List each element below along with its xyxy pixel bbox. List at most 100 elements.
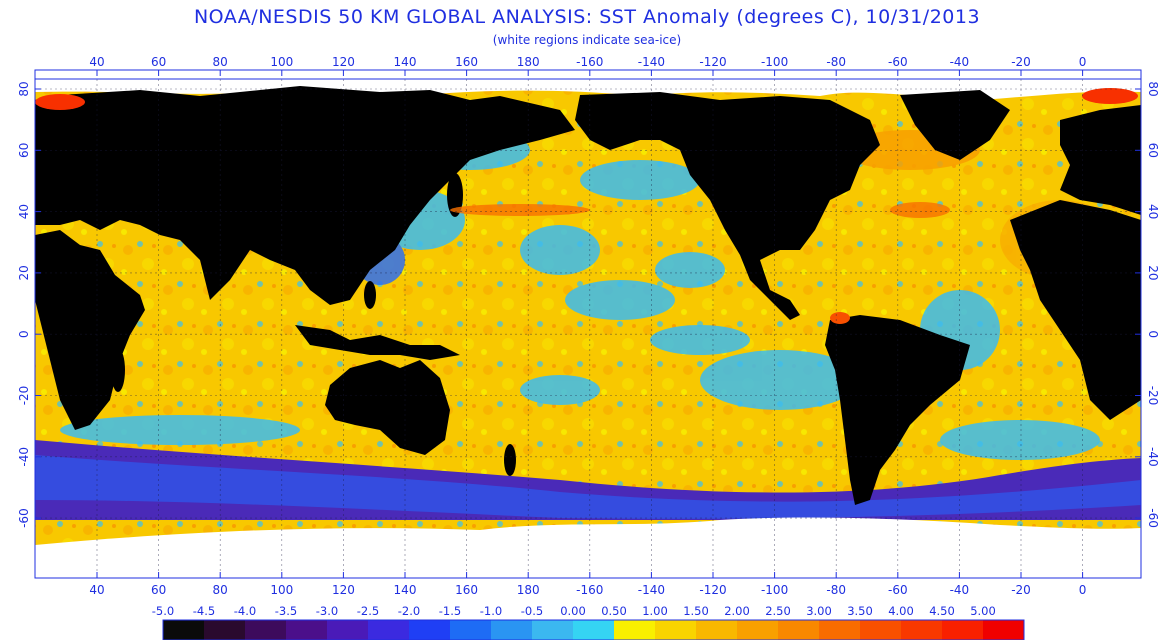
lat-tick-label-left: -40 [17,447,31,467]
colorbar-label: -4.5 [193,604,215,618]
lon-tick-label-bottom: -120 [699,583,726,597]
lat-tick-label-left: 40 [17,204,31,219]
longitude-ticks-bottom: 40 60 80 100 120 140 160 180 -160 -140 -120 -100 -80… [89,572,1086,597]
australia [325,360,450,455]
map-title: NOAA/NESDIS 50 KM GLOBAL ANALYSIS: SST A… [193,6,981,28]
sst-anomaly-map: 40 60 80 100 120 140 160 180 -160 -140 -120 -100 -80… [17,55,1160,640]
new-zealand [504,444,516,476]
colorbar-swatch [778,620,819,640]
lat-lon-grid [35,79,1141,578]
colorbar-label: -2.0 [398,604,420,618]
colorbar-label: -5.0 [152,604,174,618]
colorbar-label: 0.50 [601,604,627,618]
greenland [900,90,1010,160]
lon-tick-label-bottom: 160 [455,583,478,597]
lat-tick-label-right: 60 [1146,143,1160,158]
colorbar-swatch [532,620,573,640]
map-subtitle: (white regions indicate sea-ice) [492,33,682,47]
colorbar-swatch [368,620,409,640]
colorbar-label: 3.00 [806,604,832,618]
lon-tick-label-bottom: 80 [213,583,228,597]
lon-tick-label-top: 100 [270,55,293,69]
colorbar-swatch [696,620,737,640]
antarctic-sea-ice [35,517,1141,578]
lon-tick-label-bottom: 100 [270,583,293,597]
lat-tick-label-right: 20 [1146,265,1160,280]
colorbar-label: -1.0 [480,604,502,618]
colorbar-swatch [491,620,532,640]
colorbar-swatch [655,620,696,640]
map-frame [34,69,1142,579]
colorbar-swatch [983,620,1024,640]
warm-anomaly-regions [35,88,1138,324]
colorbar-label: 1.00 [642,604,668,618]
lon-tick-label-bottom: 140 [394,583,417,597]
maritime-continent [295,325,460,360]
southern-ocean-blue-band [35,455,1141,519]
europe-west [1060,105,1141,215]
lon-tick-label-bottom: -80 [826,583,846,597]
lon-tick-label-top: -140 [638,55,665,69]
madagascar [111,348,125,392]
colorbar-label: 1.50 [683,604,709,618]
colorbar-label: -3.5 [275,604,297,618]
lat-tick-label-left: 60 [17,143,31,158]
colorbar-label: -2.5 [357,604,379,618]
lon-tick-label-top: 120 [332,55,355,69]
lon-tick-label-bottom: -20 [1011,583,1031,597]
colorbar-swatch [327,620,368,640]
lon-tick-label-bottom: 60 [151,583,166,597]
arctic-sea-ice [35,79,1141,100]
colorbar-label: -0.5 [521,604,543,618]
japan [447,173,463,217]
colorbar-swatch [942,620,983,640]
lon-tick-label-bottom: -160 [576,583,603,597]
lon-tick-label-bottom: 40 [89,583,104,597]
lat-tick-label-left: 20 [17,265,31,280]
philippines [364,281,376,309]
lat-tick-label-left: -20 [17,386,31,406]
colorbar-label: 4.50 [929,604,955,618]
lon-tick-label-bottom: -40 [950,583,970,597]
north-america [575,92,880,320]
colorbar-label: 2.50 [765,604,791,618]
africa [35,230,145,430]
africa-east [1010,200,1141,420]
lon-tick-label-bottom: -60 [888,583,908,597]
colorbar-swatch [450,620,491,640]
lat-tick-label-right: 40 [1146,204,1160,219]
lon-tick-label-top: 180 [517,55,540,69]
colorbar-label: 2.00 [724,604,750,618]
colorbar-label: 4.00 [888,604,914,618]
lon-tick-label-bottom: -100 [761,583,788,597]
colorbar-swatch [860,620,901,640]
lon-tick-label-top: -80 [826,55,846,69]
lon-tick-label-top: -20 [1011,55,1031,69]
lon-tick-label-top: -100 [761,55,788,69]
lat-tick-label-left: 0 [17,330,31,338]
lon-tick-label-bottom: 120 [332,583,355,597]
colorbar-label: 5.00 [970,604,996,618]
colorbar-label: -3.0 [316,604,338,618]
colorbar-swatch [245,620,286,640]
lon-tick-label-top: 0 [1079,55,1087,69]
lon-tick-label-bottom: -140 [638,583,665,597]
lon-tick-label-top: -160 [576,55,603,69]
colorbar-swatch [901,620,942,640]
colorbar-swatch [286,620,327,640]
lon-tick-label-top: 80 [213,55,228,69]
colorbar-label: 3.50 [847,604,873,618]
lat-tick-label-left: -60 [17,508,31,528]
colorbar-swatch [819,620,860,640]
eurasia [35,86,575,305]
lon-tick-label-top: -60 [888,55,908,69]
colorbar-label: 0.00 [560,604,586,618]
lat-tick-label-right: 80 [1146,81,1160,96]
colorbar-swatch [409,620,450,640]
lon-tick-label-top: 140 [394,55,417,69]
lon-tick-label-bottom: 0 [1079,583,1087,597]
colorbar-swatch [573,620,614,640]
colorbar-swatch [614,620,655,640]
lat-tick-label-right: -60 [1146,508,1160,528]
lon-tick-label-top: -40 [950,55,970,69]
